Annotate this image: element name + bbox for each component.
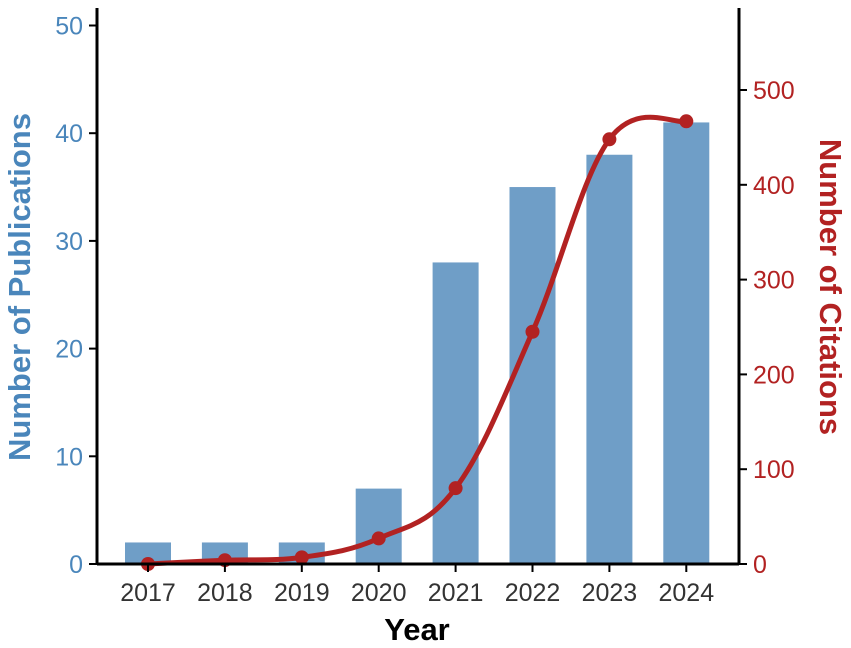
bar-2020: [355, 488, 402, 564]
bar-2022: [509, 187, 556, 565]
citation-point-2019: [294, 550, 309, 565]
x-axis-title: Year: [384, 612, 450, 647]
x-tick-label: 2018: [197, 579, 253, 607]
right-tick-label: 300: [753, 267, 795, 295]
left-tick-label: 40: [55, 120, 83, 148]
right-tick-label: 0: [753, 551, 767, 579]
citation-point-2024: [679, 114, 694, 129]
left-axis-title: Number of Publications: [2, 113, 37, 461]
right-axis-title: Number of Citations: [813, 139, 848, 435]
citations-line-layer: [141, 114, 694, 571]
bar-2017: [125, 542, 171, 564]
left-tick-label: 50: [55, 13, 83, 41]
right-tick-label: 400: [753, 172, 795, 200]
bar-2024: [663, 122, 710, 565]
right-tick-label: 100: [753, 456, 795, 484]
citation-point-2021: [448, 481, 463, 496]
left-tick-label: 30: [55, 228, 83, 256]
left-tick-label: 10: [55, 443, 83, 471]
x-tick-label: 2023: [582, 579, 638, 607]
bar-2023: [586, 154, 633, 565]
citation-point-2023: [602, 132, 617, 147]
x-tick-label: 2020: [351, 579, 407, 607]
bar-2021: [432, 262, 479, 564]
right-tick-label: 200: [753, 361, 795, 389]
citation-point-2020: [371, 531, 386, 546]
bars-layer: [125, 122, 710, 565]
x-tick-label: 2024: [658, 579, 714, 607]
left-tick-label: 0: [69, 551, 83, 579]
citation-point-2022: [525, 324, 540, 339]
x-tick-label: 2017: [120, 579, 176, 607]
x-tick-label: 2022: [505, 579, 561, 607]
x-tick-label: 2019: [274, 579, 330, 607]
right-tick-label: 500: [753, 77, 795, 105]
x-tick-label: 2021: [428, 579, 484, 607]
left-tick-label: 20: [55, 336, 83, 364]
